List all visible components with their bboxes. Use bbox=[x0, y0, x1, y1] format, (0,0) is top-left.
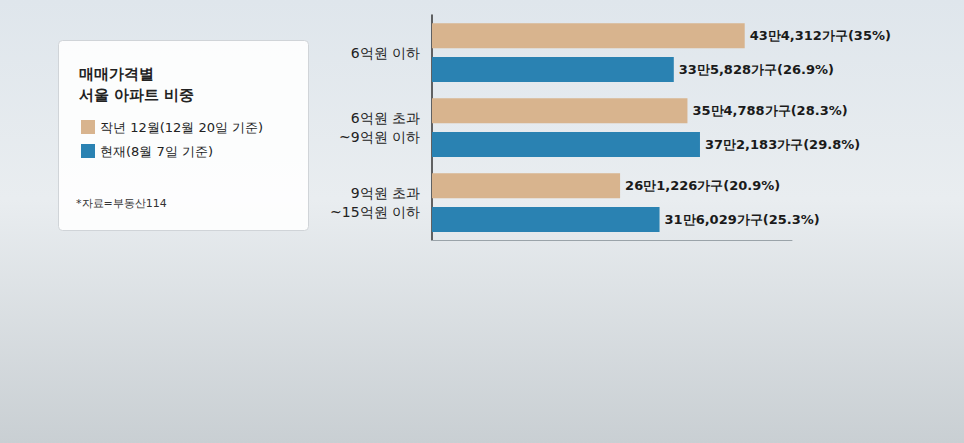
svg-text:26만1,226가구(20.9%): 26만1,226가구(20.9%) bbox=[625, 178, 780, 193]
svg-text:~15억원 이하: ~15억원 이하 bbox=[330, 204, 420, 220]
svg-text:37만2,183가구(29.8%): 37만2,183가구(29.8%) bbox=[705, 137, 860, 152]
svg-text:9억원 초과: 9억원 초과 bbox=[351, 185, 420, 201]
svg-text:작년 12월(12월 20일 기준): 작년 12월(12월 20일 기준) bbox=[100, 120, 263, 135]
svg-text:35만4,788가구(28.3%): 35만4,788가구(28.3%) bbox=[692, 103, 847, 118]
svg-text:매매가격별: 매매가격별 bbox=[79, 65, 154, 83]
svg-text:43만4,312가구(35%): 43만4,312가구(35%) bbox=[750, 28, 891, 43]
svg-text:*자료=부동산114: *자료=부동산114 bbox=[76, 197, 167, 210]
svg-text:6억원 이하: 6억원 이하 bbox=[351, 45, 420, 61]
svg-text:~9억원 이하: ~9억원 이하 bbox=[339, 129, 420, 145]
svg-text:33만5,828가구(26.9%): 33만5,828가구(26.9%) bbox=[679, 62, 834, 77]
svg-text:서울 아파트 비중: 서울 아파트 비중 bbox=[79, 86, 194, 104]
svg-text:현재(8월 7일 기준): 현재(8월 7일 기준) bbox=[100, 144, 213, 159]
svg-text:31만6,029가구(25.3%): 31만6,029가구(25.3%) bbox=[665, 212, 820, 227]
svg-text:6억원 초과: 6억원 초과 bbox=[351, 110, 420, 126]
